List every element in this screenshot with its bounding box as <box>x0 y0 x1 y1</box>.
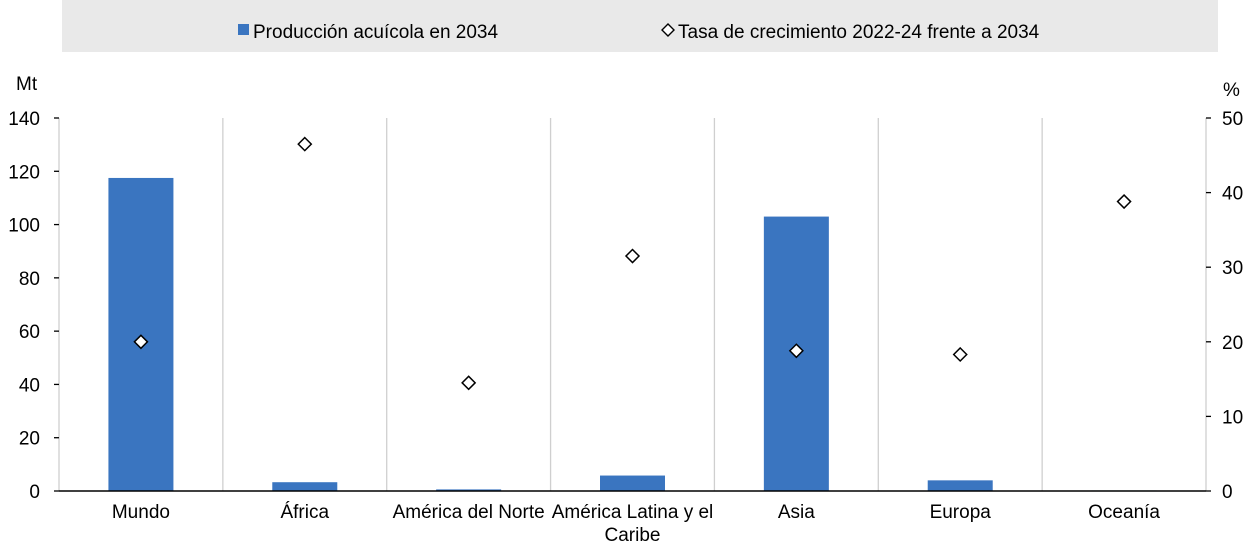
legend-background <box>62 0 1218 52</box>
growth-rate-marker <box>297 136 313 152</box>
category-labels: Mundo África América del Norte América Lati… <box>112 502 1161 541</box>
category-label: Caribe <box>605 525 661 541</box>
right-tick-label: 0 <box>1222 482 1233 503</box>
left-tick-label: 60 <box>19 322 40 343</box>
right-tick-label: 20 <box>1222 333 1243 354</box>
left-tick-label: 120 <box>8 162 40 183</box>
right-axis-unit: % <box>1223 80 1240 101</box>
legend: Producción acuícola en 2034 Tasa de crec… <box>238 22 1040 43</box>
bar <box>272 482 338 491</box>
category-label: América Latina y el <box>552 502 714 523</box>
legend-bar-swatch <box>238 24 249 35</box>
legend-marker-label: Tasa de crecimiento 2022-24 frente a 203… <box>678 22 1040 43</box>
right-tick-label: 50 <box>1222 109 1243 130</box>
left-tick-label: 80 <box>19 269 40 290</box>
growth-rate-marker <box>952 346 968 363</box>
right-tick-label: 40 <box>1222 184 1243 205</box>
bar <box>600 475 665 491</box>
legend-diamond-icon <box>661 23 675 37</box>
right-tick-label: 10 <box>1222 407 1243 428</box>
growth-rate-marker <box>461 375 477 391</box>
growth-rate-marker <box>788 343 804 359</box>
legend-bar-label: Producción acuícola en 2034 <box>253 22 498 43</box>
left-tick-label: 0 <box>29 482 40 503</box>
category-label: África <box>280 502 329 523</box>
bar <box>927 480 993 491</box>
growth-rate-marker <box>1116 193 1132 210</box>
left-tick-label: 100 <box>8 216 40 237</box>
category-label: Europa <box>930 502 992 523</box>
markers <box>133 136 1132 391</box>
right-tick-label: 30 <box>1222 258 1243 279</box>
category-label: América del Norte <box>393 502 545 523</box>
category-label: Mundo <box>112 502 170 523</box>
grid <box>58 118 1207 491</box>
left-tick-label: 140 <box>8 109 40 130</box>
growth-rate-marker <box>133 334 149 350</box>
left-tick-label: 20 <box>19 429 40 450</box>
bars <box>108 177 1157 492</box>
right-axis-ticks: 0 10 20 30 40 50 <box>1206 109 1243 503</box>
left-axis-unit: Mt <box>16 74 38 95</box>
growth-rate-marker <box>624 248 641 264</box>
left-tick-label: 40 <box>19 375 40 396</box>
category-label: Oceanía <box>1088 502 1160 523</box>
left-axis-ticks: 0 20 40 60 80 100 120 140 <box>8 109 59 503</box>
category-label: Asia <box>778 502 815 523</box>
